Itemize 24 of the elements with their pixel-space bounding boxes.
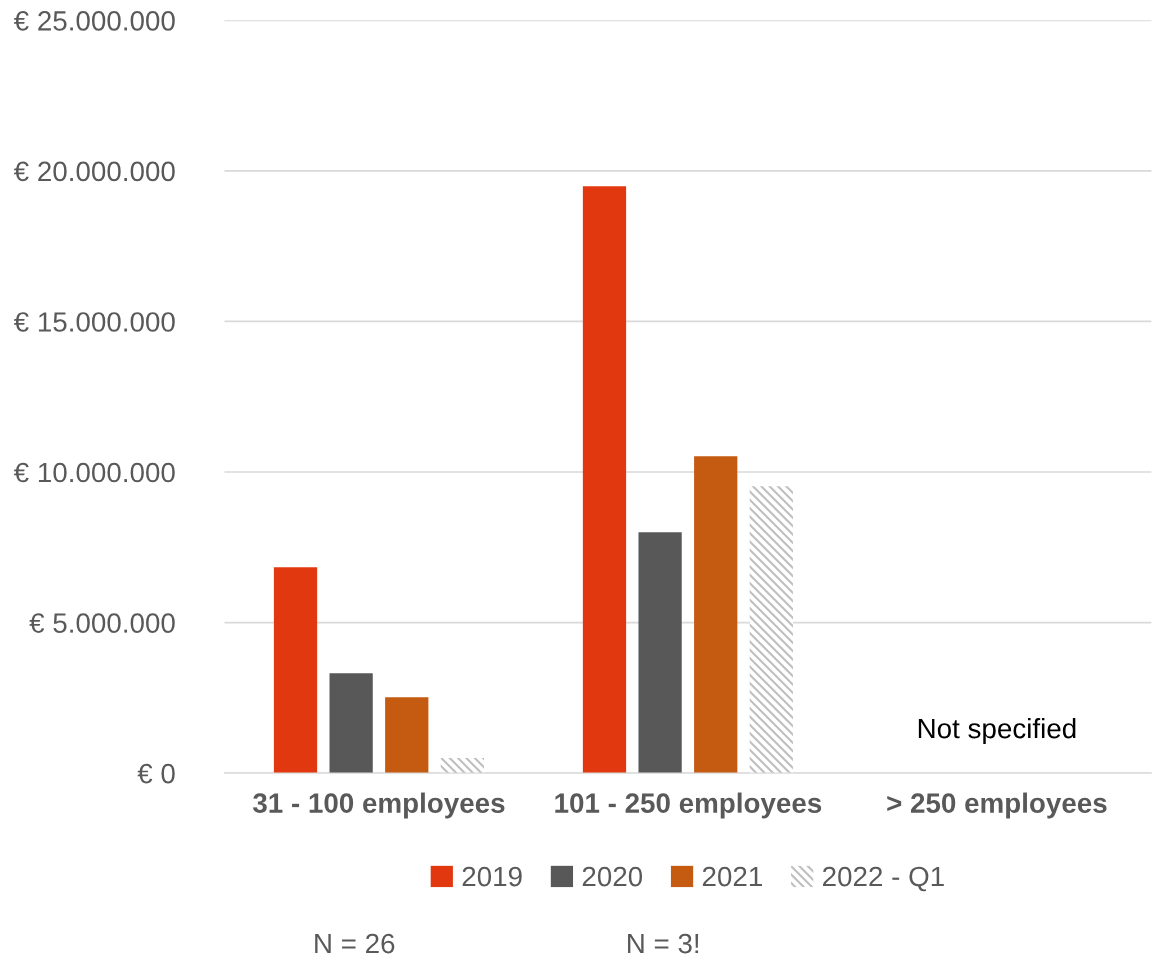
annotation: Not specified	[918, 717, 1076, 744]
bar	[440, 758, 484, 774]
bar	[694, 456, 738, 774]
bar	[638, 532, 682, 774]
y-tick-label: € 5.000.000	[29, 613, 175, 633]
bar	[749, 486, 793, 774]
y-tick-label: € 15.000.000	[13, 312, 175, 332]
legend-label: 2021	[702, 866, 762, 887]
legend-label: 2020	[582, 866, 643, 887]
bar	[582, 186, 627, 774]
bar	[385, 697, 429, 774]
text: N = 3!	[628, 933, 699, 954]
x-tick-label: 31 - 100 employees	[252, 792, 505, 819]
legend-label: 2022 - Q1	[823, 866, 944, 892]
text: N = 26	[315, 933, 395, 954]
y-tick-label: € 20.000.000	[13, 161, 175, 182]
y-tick-label: € 0	[137, 763, 175, 784]
legend-label: 2019	[462, 866, 522, 887]
bar	[329, 673, 373, 774]
x-tick-label: 101 - 250 employees	[555, 792, 822, 819]
y-tick-label: € 10.000.000	[13, 462, 175, 483]
x-tick-label: > 250 employees	[887, 792, 1107, 819]
bar	[273, 567, 318, 774]
y-tick-label: € 25.000.000	[13, 11, 175, 31]
